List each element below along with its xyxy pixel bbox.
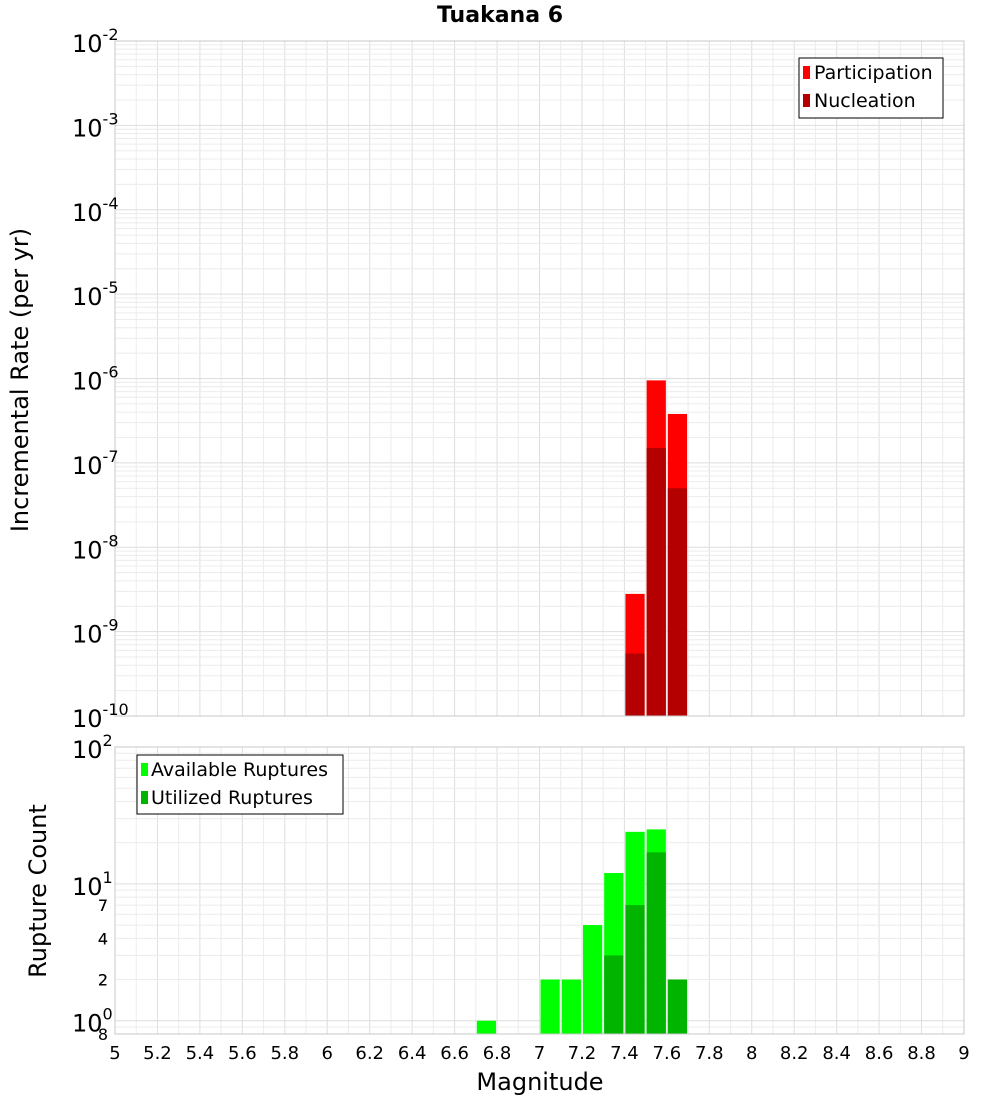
x-tick-label: 6.6 (440, 1043, 469, 1064)
x-tick-label: 8.8 (907, 1043, 936, 1064)
bottom-y-minor-tick-label: 4 (98, 929, 108, 948)
x-tick-label: 8.4 (822, 1043, 851, 1064)
x-tick-label: 5.8 (270, 1043, 299, 1064)
legend-label-utilized-ruptures: Utilized Ruptures (151, 787, 313, 809)
top-y-tick-label: 10-8 (72, 531, 119, 564)
bar-utilized-ruptures-7_35 (604, 955, 624, 1034)
bottom-plot-bars (476, 829, 688, 1034)
top-y-tick-label: 10-7 (72, 447, 119, 480)
bottom-y-minor-tick-label: 4 (98, 929, 108, 948)
x-tick-label: 9 (958, 1043, 969, 1064)
bar-available-ruptures-6_75 (476, 1020, 497, 1034)
x-tick-label: 6.4 (398, 1043, 427, 1064)
x-axis-label: Magnitude (476, 1068, 603, 1096)
x-tick-label: 6.2 (355, 1043, 384, 1064)
top-y-tick-label: 10-6 (72, 363, 119, 396)
bottom-plot-legend: Available Ruptures Utilized Ruptures (136, 754, 344, 815)
bar-utilized-ruptures-7_55 (646, 852, 666, 1034)
top-plot-grid (114, 41, 965, 717)
bar-available-ruptures-7_15 (561, 979, 581, 1034)
x-tick-label: 6 (322, 1043, 333, 1064)
bar-nucleation-7_65 (667, 488, 688, 716)
top-y-tick-label: 10-3 (72, 109, 119, 142)
top-y-tick-label: 10-9 (72, 616, 119, 649)
bar-nucleation-7_55 (646, 448, 666, 716)
bar-utilized-ruptures-7_65 (667, 979, 688, 1034)
bottom-y-minor-tick-label: 7 (98, 896, 108, 915)
x-tick-label: 8.2 (780, 1043, 809, 1064)
legend-swatch-utilized-ruptures (141, 791, 148, 804)
bottom-y-minor-tick-label: 8 (98, 1025, 108, 1044)
x-tick-label: 7 (534, 1043, 545, 1064)
legend-swatch-nucleation (803, 94, 810, 107)
top-plot-y-ticks: 10-2 10-3 10-4 10-5 10-6 10-7 10-8 10-9 10-10 (72, 25, 129, 733)
top-plot-bars (625, 380, 688, 716)
top-plot-frame (114, 40, 965, 717)
x-tick-label: 7.4 (610, 1043, 639, 1064)
legend-label-nucleation: Nucleation (814, 90, 916, 112)
legend-swatch-available-ruptures (141, 763, 148, 776)
chart-title: Tuakana 6 (437, 3, 563, 28)
top-plot: 10-2 10-3 10-4 10-5 10-6 10-7 10-8 10-9 10-10 In… (6, 25, 965, 733)
x-tick-label: 7.6 (653, 1043, 682, 1064)
top-y-tick-label: 10-2 (72, 25, 119, 58)
bottom-plot-frame (114, 746, 965, 1035)
bottom-y-tick-label: 100 (72, 1005, 113, 1038)
top-legend-box (798, 57, 944, 119)
legend-swatch-participation (803, 66, 810, 79)
bottom-legend-box (136, 754, 344, 815)
x-tick-label: 7.8 (695, 1043, 724, 1064)
bar-available-ruptures-7_05 (540, 979, 560, 1034)
top-plot-legend: Participation Nucleation (798, 57, 944, 119)
legend-label-available-ruptures: Available Ruptures (151, 759, 328, 781)
top-y-tick-label: 10-10 (72, 700, 129, 733)
bottom-y-minor-tick-label: 7 (98, 896, 108, 915)
bottom-y-minor-tick-label: 2 (98, 971, 108, 990)
bar-nucleation-7_45 (625, 653, 645, 716)
bottom-y-tick-label: 102 (72, 731, 113, 764)
bar-available-ruptures-7_25 (582, 925, 603, 1034)
x-tick-label: 8.6 (865, 1043, 894, 1064)
bottom-y-minor-tick-label: 2 (98, 971, 108, 990)
bottom-plot-grid (114, 747, 965, 1035)
x-tick-label: 7.2 (568, 1043, 597, 1064)
top-y-tick-label: 10-5 (72, 278, 119, 311)
top-plot-y-axis-label: Incremental Rate (per yr) (6, 228, 34, 532)
bar-utilized-ruptures-7_45 (625, 905, 645, 1034)
x-tick-label: 5.4 (186, 1043, 215, 1064)
x-tick-label: 5.6 (228, 1043, 257, 1064)
x-tick-label: 5 (109, 1043, 120, 1064)
bottom-y-tick-label: 101 (72, 868, 113, 901)
x-axis-ticks: 5 5.2 5.4 5.6 5.8 6 6.2 6.4 6.6 6.8 7 7.2 7.4 7.6 7.8 8… (109, 1043, 969, 1064)
legend-label-participation: Participation (814, 62, 933, 84)
top-y-tick-label: 10-4 (72, 194, 119, 227)
bottom-plot-y-axis-label: Rupture Count (24, 804, 52, 978)
x-tick-label: 6.8 (483, 1043, 512, 1064)
x-tick-label: 5.2 (143, 1043, 172, 1064)
x-tick-label: 8 (746, 1043, 757, 1064)
